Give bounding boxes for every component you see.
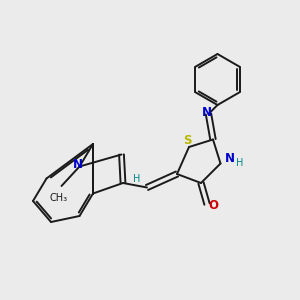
Text: N: N — [224, 152, 235, 166]
Text: H: H — [236, 158, 244, 169]
Text: H: H — [133, 173, 140, 184]
Text: CH₃: CH₃ — [50, 193, 68, 202]
Text: N: N — [202, 106, 212, 119]
Text: S: S — [183, 134, 192, 147]
Text: N: N — [73, 158, 83, 172]
Text: O: O — [208, 199, 219, 212]
